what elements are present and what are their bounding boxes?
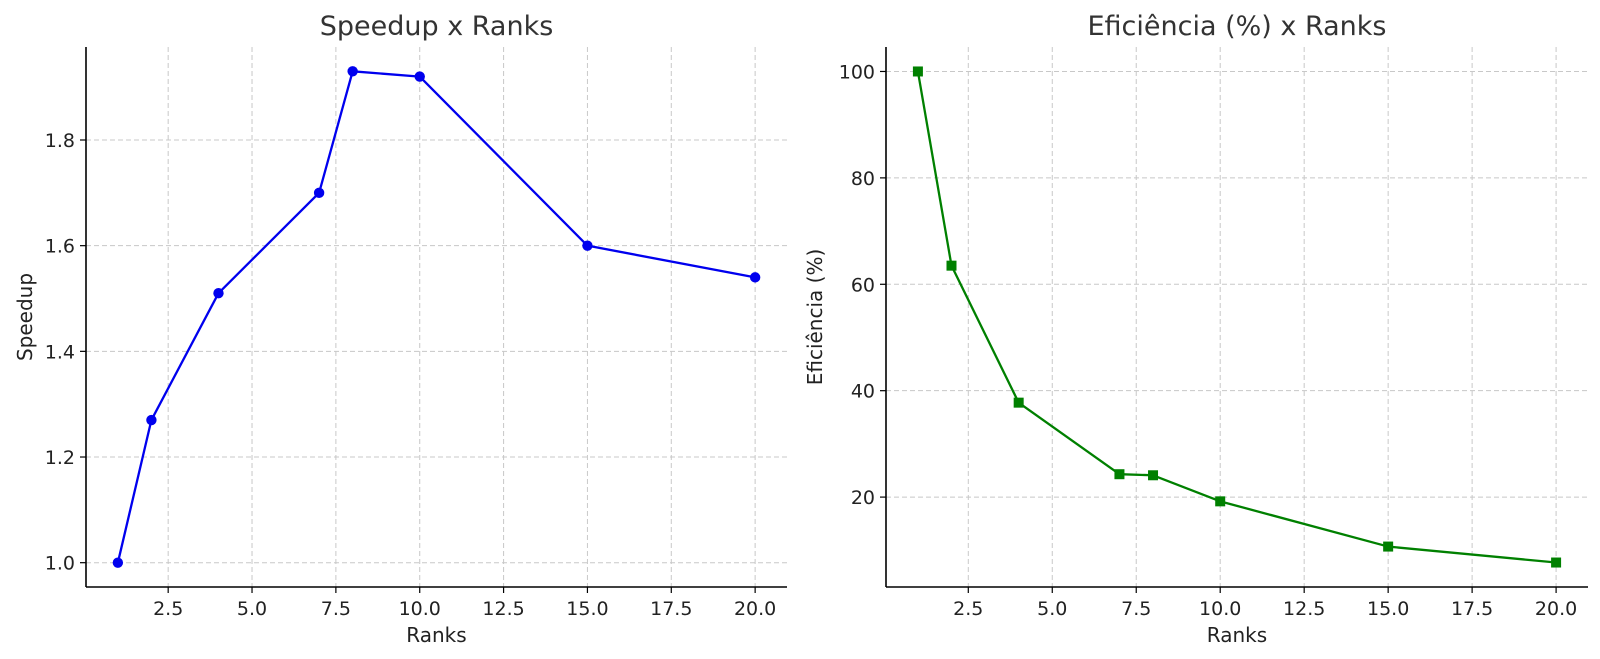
x-tick-label: 15.0 [1367, 598, 1409, 620]
y-tick-label: 1.4 [45, 341, 75, 363]
data-point [213, 288, 224, 299]
data-point [1148, 470, 1159, 481]
y-tick-label: 40 [851, 381, 875, 403]
y-axis-label: Speedup [13, 273, 37, 361]
y-tick-label: 1.2 [45, 447, 75, 469]
data-point [1215, 496, 1226, 507]
x-tick-label: 12.5 [1283, 598, 1325, 620]
y-tick-label: 1.6 [45, 236, 75, 258]
x-tick-label: 5.0 [237, 598, 267, 620]
x-tick-label: 12.5 [482, 598, 524, 620]
x-tick-label: 2.5 [153, 598, 183, 620]
x-tick-label: 2.5 [953, 598, 983, 620]
x-tick-label: 20.0 [1535, 598, 1577, 620]
x-tick-label: 7.5 [1121, 598, 1151, 620]
data-point [582, 240, 593, 251]
x-tick-label: 7.5 [321, 598, 351, 620]
y-axis-label: Eficiência (%) [803, 249, 827, 386]
data-point [1383, 541, 1394, 552]
x-tick-label: 10.0 [399, 598, 441, 620]
data-point [347, 66, 358, 77]
data-point [1114, 469, 1125, 480]
chart-title: Speedup x Ranks [320, 11, 554, 42]
x-axis-label: Ranks [1207, 623, 1267, 647]
x-tick-label: 17.5 [1451, 598, 1493, 620]
x-axis-label: Ranks [406, 623, 466, 647]
x-tick-label: 17.5 [650, 598, 692, 620]
data-point [749, 272, 761, 283]
x-tick-label: 20.0 [734, 598, 776, 620]
series-line [916, 71, 1557, 564]
x-tick-label: 15.0 [566, 598, 608, 620]
efficiency-chart: 2.5 5.0 7.5 10.0 12.5 15.0 17.5 20.0 20 40 60 80 100… [803, 11, 1588, 647]
x-tick-label: 10.0 [1199, 598, 1241, 620]
y-tick-label: 80 [851, 168, 875, 190]
y-tick-label: 60 [851, 274, 875, 296]
data-point [1013, 397, 1024, 408]
data-point [1551, 557, 1562, 568]
y-tick-label: 100 [839, 61, 875, 83]
y-tick-label: 1.0 [45, 553, 75, 575]
data-point [946, 260, 957, 271]
speedup-chart: 2.5 5.0 7.5 10.0 12.5 15.0 17.5 20.0 1.0 1.2 1.4 1.… [13, 11, 787, 647]
data-point [112, 557, 124, 568]
y-tick-label: 20 [851, 487, 875, 509]
x-tick-label: 5.0 [1037, 598, 1067, 620]
data-point [912, 66, 923, 77]
data-point [414, 71, 425, 82]
series-line [116, 70, 756, 563]
data-point [313, 187, 325, 199]
y-tick-label: 1.8 [45, 130, 75, 152]
chart-title: Eficiência (%) x Ranks [1087, 11, 1386, 42]
data-point [146, 414, 157, 426]
